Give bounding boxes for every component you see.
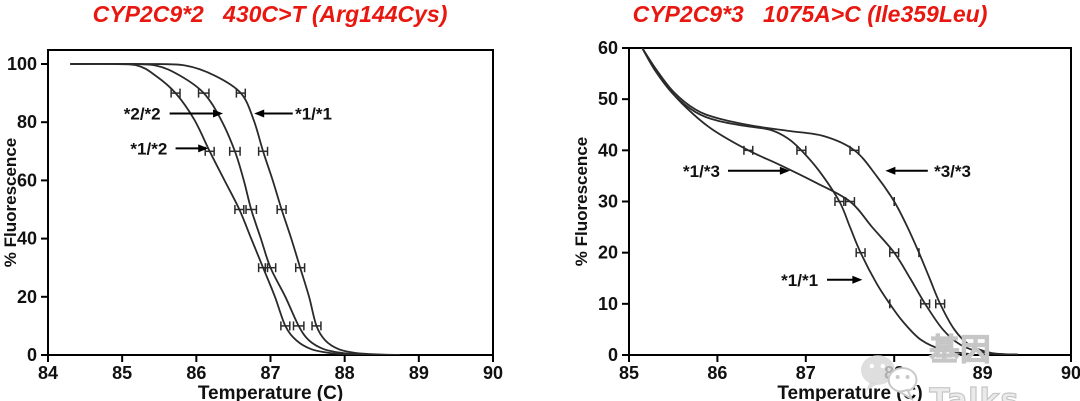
annotation-arrow-2-2 [169, 109, 224, 118]
error-bar-2-2 [197, 88, 210, 98]
error-bar-1-1 [311, 321, 322, 331]
x-axis-label: Temperature (C) [777, 383, 922, 401]
error-bar-2-2 [264, 263, 277, 273]
error-bar-2-2 [245, 205, 258, 214]
y-tick-label: 0 [27, 345, 37, 365]
x-tick-label: 85 [619, 363, 639, 383]
annotation-label-1-1: *1/*1 [295, 104, 332, 123]
x-tick-label: 87 [796, 363, 816, 383]
annotation-label-1-3: *1/*3 [683, 162, 720, 181]
y-tick-label: 100 [7, 54, 37, 74]
error-bar-3-3 [849, 145, 860, 155]
annotation-arrow-1-2 [175, 144, 209, 153]
y-axis-label: % Fluorescence [572, 137, 591, 266]
error-bar-1-3 [743, 145, 754, 155]
x-tick-label: 88 [884, 363, 904, 383]
curve-1-2 [70, 62, 375, 355]
annotation-label-1-1: *1/*1 [781, 271, 818, 290]
plot-border [47, 49, 494, 356]
y-tick-label: 20 [17, 287, 37, 307]
curve-1-1 [641, 48, 970, 355]
x-tick-label: 89 [973, 363, 993, 383]
curve-3-3 [641, 48, 1019, 355]
right-chart-title: CYP2C9*3 1075A>C (Ile359Leu) [632, 1, 988, 27]
error-bar-1-1 [235, 88, 247, 98]
x-tick-label: 88 [335, 363, 355, 383]
y-tick-label: 60 [17, 170, 37, 190]
x-tick-label: 86 [707, 363, 727, 383]
right-melting-curve-chart: 85 86 87 88 89 90 0 10 20 30 40 50 60 Temperature (C)… [572, 38, 1080, 401]
error-bar-3-3 [934, 299, 946, 309]
y-tick-label: 40 [598, 140, 618, 160]
y-tick-label: 30 [598, 192, 618, 212]
error-bar-2-2 [228, 146, 241, 156]
y-tick-label: 50 [598, 89, 618, 109]
error-bar-1-1 [257, 146, 269, 156]
annotation-arrow-1-1 [827, 275, 863, 284]
y-tick-label: 80 [17, 112, 37, 132]
x-tick-label: 84 [38, 363, 58, 383]
x-tick-label: 87 [260, 363, 280, 383]
y-tick-label: 40 [17, 229, 37, 249]
error-bar-1-3 [844, 197, 856, 206]
error-bar-1-1 [276, 205, 287, 214]
curve-2-2 [70, 62, 386, 355]
y-tick-label: 20 [598, 243, 618, 263]
annotation-label-1-2: *1/*2 [130, 139, 167, 158]
error-bar-1-1 [796, 145, 807, 155]
x-axis-label: Temperature (C) [198, 383, 343, 401]
annotation-arrow-3-3 [885, 166, 928, 175]
y-tick-label: 10 [598, 294, 618, 314]
error-bar-1-2 [280, 321, 291, 331]
x-tick-label: 89 [409, 363, 429, 383]
left-chart-title: CYP2C9*2 430C>T (Arg144Cys) [92, 1, 448, 27]
right-chart-panel: CYP2C9*3 1075A>C (Ile359Leu) 85 86 87 88 89 9… [540, 0, 1080, 401]
error-bar-1-3 [919, 299, 931, 309]
error-bar-1-3 [889, 248, 900, 258]
x-tick-label: 90 [1061, 363, 1080, 383]
left-melting-curve-chart: 84 85 86 87 88 89 90 0 20 40 60 80 100 Temperature (C… [1, 49, 503, 401]
error-bar-1-1 [855, 248, 866, 258]
annotation-label-3-3: *3/*3 [934, 162, 971, 181]
x-tick-label: 85 [112, 363, 132, 383]
y-tick-label: 0 [608, 345, 618, 365]
error-bar-1-2 [234, 205, 245, 214]
y-tick-label: 60 [598, 38, 618, 58]
left-chart-panel: CYP2C9*2 430C>T (Arg144Cys) 84 85 86 87 88 89… [1, 1, 503, 401]
x-tick-label: 90 [483, 363, 503, 383]
curve-1-3 [641, 48, 1010, 355]
error-bar-2-2 [292, 321, 305, 331]
annotation-arrow-1-3 [728, 166, 790, 175]
annotation-label-2-2: *2/*2 [124, 104, 161, 123]
annotation-arrow-1-1 [254, 109, 293, 118]
error-bar-1-2 [170, 88, 181, 98]
curve-1-1 [70, 62, 401, 355]
error-bar-1-1 [294, 263, 306, 273]
x-tick-label: 86 [186, 363, 206, 383]
y-axis-label: % Fluorescence [1, 138, 20, 267]
error-bar-1-1 [834, 197, 845, 206]
